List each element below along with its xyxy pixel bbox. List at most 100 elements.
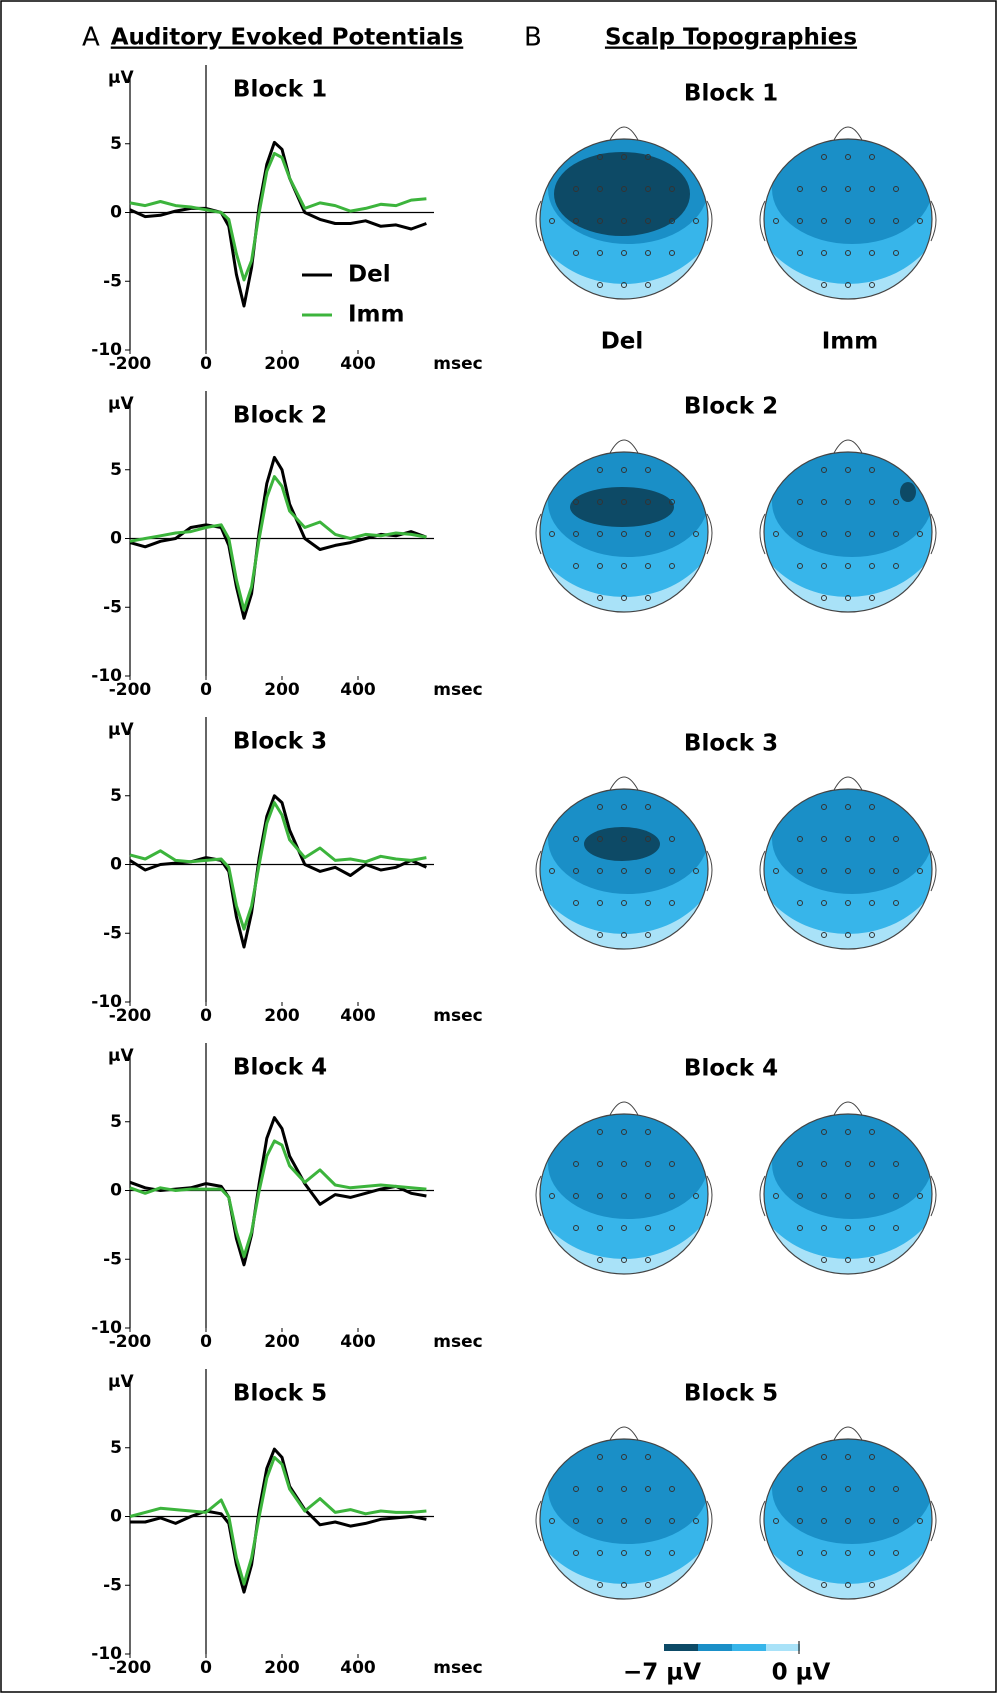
nose [610, 440, 638, 453]
x-tick-label: 400 [340, 1006, 376, 1026]
colorbar-segment [664, 1644, 698, 1651]
core [900, 482, 916, 502]
band [772, 1434, 932, 1544]
x-tick-label: 0 [200, 1006, 212, 1026]
x-unit: msec [433, 1006, 482, 1026]
block-title: Block 5 [233, 1381, 327, 1407]
x-tick-label: 400 [340, 1658, 376, 1678]
nose [834, 1427, 862, 1440]
nose [834, 127, 862, 140]
map-fill [524, 104, 724, 309]
colorbar-label: 0 µV [772, 1660, 831, 1686]
y-tick-label: -5 [103, 1575, 122, 1595]
scalp-map [748, 1404, 948, 1609]
x-tick-label: -200 [109, 1658, 152, 1678]
map-fill [524, 417, 724, 622]
block-title: Block 1 [233, 77, 327, 103]
nose [610, 1427, 638, 1440]
scalp-map [524, 754, 724, 959]
scalp-map [524, 417, 724, 622]
nose [610, 127, 638, 140]
panel-letter: A [82, 23, 100, 53]
band [548, 1109, 708, 1219]
x-tick-label: -200 [109, 680, 152, 700]
x-tick-label: -200 [109, 1006, 152, 1026]
nose [610, 1102, 638, 1115]
y-tick-label: 0 [110, 529, 122, 549]
core [570, 487, 674, 527]
band [772, 134, 932, 244]
x-tick-label: 0 [200, 1658, 212, 1678]
y-tick-label: 0 [110, 203, 122, 223]
x-tick-label: -200 [109, 354, 152, 374]
x-tick-label: 200 [264, 354, 300, 374]
x-tick-label: 200 [264, 1332, 300, 1352]
topo-title: Block 3 [684, 731, 778, 757]
topo-title: Block 4 [684, 1056, 778, 1082]
scalp-map [748, 417, 948, 622]
scalp-map [748, 754, 948, 959]
x-unit: msec [433, 1658, 482, 1678]
nose [610, 777, 638, 790]
y-tick-label: -5 [103, 271, 122, 291]
panel-title: Scalp Topographies [605, 25, 857, 51]
x-tick-label: 0 [200, 1332, 212, 1352]
y-label: µV [108, 1372, 135, 1392]
topo-title: Block 5 [684, 1381, 778, 1407]
map-fill [524, 1404, 724, 1609]
series-line [130, 1449, 426, 1592]
nose [834, 440, 862, 453]
y-tick-label: 0 [110, 1507, 122, 1527]
band [772, 1109, 932, 1219]
scalp-map [748, 104, 948, 309]
y-tick-label: -5 [103, 923, 122, 943]
condition-label: Del [601, 329, 644, 355]
y-tick-label: 5 [110, 786, 122, 806]
colorbar-segment [732, 1644, 766, 1651]
block-title: Block 3 [233, 729, 327, 755]
colorbar-label: −7 µV [623, 1660, 701, 1686]
x-tick-label: 200 [264, 1658, 300, 1678]
core [584, 827, 660, 861]
condition-label: Imm [822, 329, 879, 355]
nose [834, 1102, 862, 1115]
y-tick-label: -5 [103, 597, 122, 617]
series-line [130, 477, 426, 610]
y-label: µV [108, 394, 135, 414]
map-fill [748, 417, 948, 622]
map-fill [748, 1404, 948, 1609]
x-tick-label: 0 [200, 354, 212, 374]
nose [834, 777, 862, 790]
x-tick-label: 400 [340, 1332, 376, 1352]
x-tick-label: 200 [264, 1006, 300, 1026]
x-unit: msec [433, 354, 482, 374]
block-title: Block 2 [233, 403, 327, 429]
y-tick-label: 5 [110, 134, 122, 154]
y-label: µV [108, 68, 135, 88]
y-tick-label: 5 [110, 1438, 122, 1458]
map-fill [524, 1079, 724, 1284]
series-line [130, 1141, 426, 1257]
x-tick-label: 0 [200, 680, 212, 700]
panel-letter: B [524, 23, 542, 53]
x-unit: msec [433, 1332, 482, 1352]
figure: A Auditory Evoked Potentials B Scalp Top… [0, 0, 997, 1693]
x-tick-label: 400 [340, 354, 376, 374]
series-line [130, 796, 426, 947]
topo-title: Block 1 [684, 81, 778, 107]
band [548, 1434, 708, 1544]
y-tick-label: 0 [110, 855, 122, 875]
y-tick-label: 5 [110, 1112, 122, 1132]
panel-title: Auditory Evoked Potentials [111, 25, 464, 51]
series-line [130, 803, 426, 930]
scalp-map [524, 1079, 724, 1284]
legend-label: Del [348, 262, 391, 288]
legend-label: Imm [348, 302, 405, 328]
y-tick-label: 5 [110, 460, 122, 480]
map-fill [748, 1079, 948, 1284]
scalp-map [524, 1404, 724, 1609]
x-tick-label: -200 [109, 1332, 152, 1352]
colorbar-segment [698, 1644, 732, 1651]
colorbar-segment [766, 1644, 800, 1651]
scalp-map [524, 104, 724, 309]
